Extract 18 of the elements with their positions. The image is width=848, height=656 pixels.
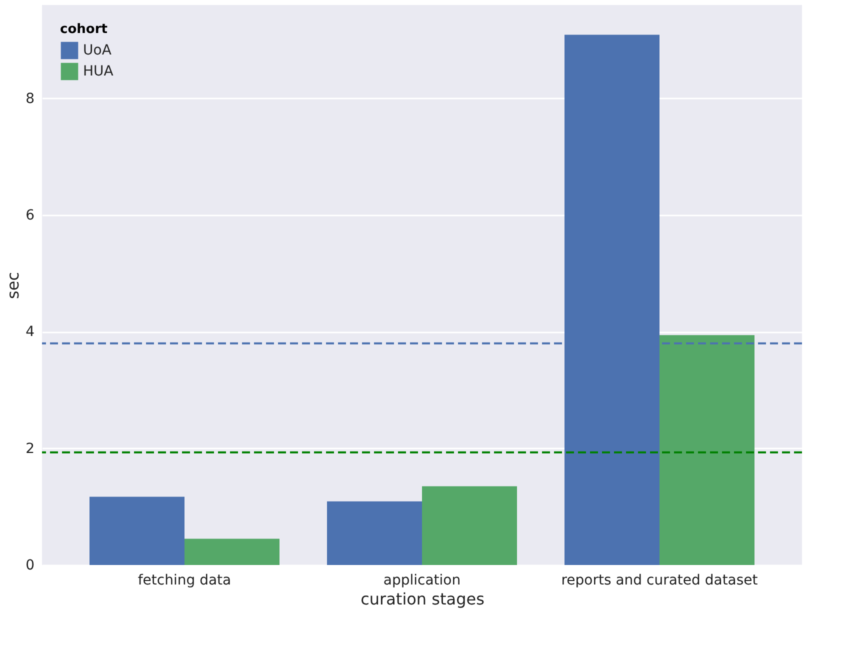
bar — [422, 486, 517, 565]
legend-label: UoA — [83, 42, 112, 58]
bar — [184, 538, 280, 565]
y-tick-label: 8 — [26, 90, 34, 107]
x-tick-label: fetching data — [138, 572, 232, 588]
bar — [90, 496, 184, 565]
legend-title: cohort — [60, 22, 108, 37]
y-tick-label: 4 — [26, 324, 35, 340]
x-axis-title: curation stages — [360, 590, 484, 608]
legend-label: HUA — [83, 64, 114, 80]
bar — [660, 335, 754, 565]
y-axis-title: sec — [4, 272, 23, 299]
y-tick-label: 0 — [26, 558, 34, 574]
y-tick-label: 6 — [26, 208, 35, 224]
x-tick-label: application — [383, 572, 461, 588]
x-tick-label: reports and curated dataset — [561, 572, 758, 588]
y-tick-label: 2 — [26, 440, 34, 457]
bar — [327, 501, 422, 565]
